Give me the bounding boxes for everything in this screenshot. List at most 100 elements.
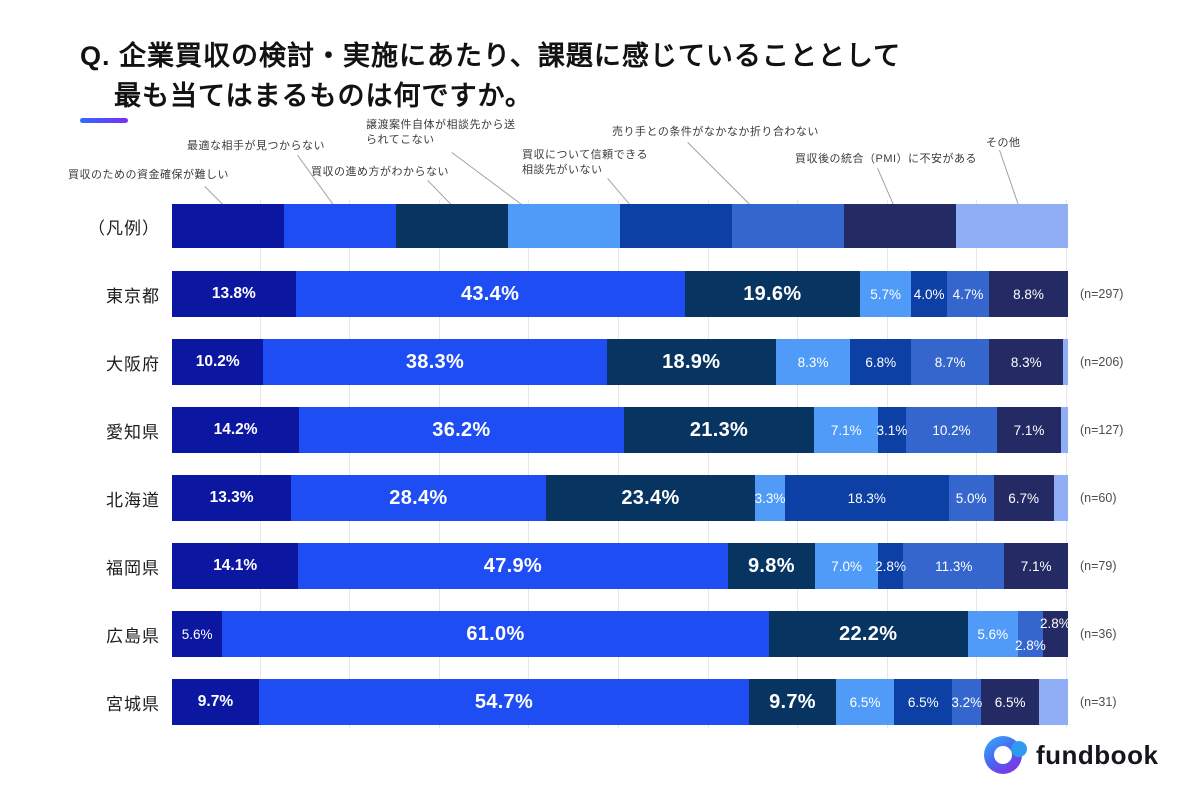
segment-label: 5.6% [977, 626, 1009, 642]
bar-segment: 4.0% [911, 271, 947, 317]
sample-size-label: (n=297) [1080, 287, 1124, 301]
bar-segment: 61.0% [222, 611, 769, 657]
bar-segment: 3.2% [951, 679, 983, 725]
bar-segment [1063, 339, 1068, 385]
bar: 5.6% 61.0% 22.2% 5.6% 2.8% 2.8% [172, 611, 1071, 657]
bar-segment: 8.8% [989, 271, 1068, 317]
bar-segment: 2.8% [1015, 611, 1046, 657]
segment-label: 8.3% [1010, 354, 1042, 370]
bar-segment: 19.6% [684, 271, 861, 317]
legend-swatch-3 [508, 204, 620, 248]
row-label: 宮城県 [106, 694, 160, 714]
bar-segment: 2.8% [875, 543, 906, 589]
legend-swatch-6 [844, 204, 956, 248]
legend-swatch-5 [732, 204, 844, 248]
segment-label: 6.5% [907, 694, 939, 710]
sample-size-label: (n=36) [1080, 627, 1117, 641]
bar-segment [1053, 475, 1068, 521]
bar-segment [1060, 407, 1068, 453]
bar-segment: 14.1% [172, 543, 299, 589]
segment-label: 4.0% [913, 286, 945, 302]
bar: 14.2% 36.2% 21.3% 7.1% 3.1% 10.2% 7.1% [172, 407, 1068, 453]
legend-label-advisor: 買収について信頼できる相談先がいない [522, 149, 648, 176]
segment-label: 23.4% [621, 486, 680, 509]
bar-segment: 14.2% [172, 407, 300, 453]
bar-segment: 36.2% [299, 407, 624, 453]
segment-label: 28.4% [389, 486, 448, 509]
segment-label: 6.7% [1008, 490, 1039, 506]
segment-label: 21.3% [689, 418, 749, 441]
segment-label: 11.3% [935, 558, 973, 574]
chart-row: 宮城県 9.7% 54.7% 9.7% 6.5% 6.5% 3.2% 6.5% (n=31) [60, 679, 1123, 725]
legend-swatch-2 [396, 204, 508, 248]
segment-label: 9.7% [769, 690, 816, 713]
segment-label: 9.7% [197, 693, 234, 710]
bar-segment: 3.3% [755, 475, 785, 521]
row-label: 愛知県 [106, 422, 160, 442]
sample-size-label: (n=60) [1080, 491, 1117, 505]
segment-label: 14.2% [213, 421, 258, 438]
bar-segment: 47.9% [298, 543, 728, 589]
chart-row: 北海道 13.3% 28.4% 23.4% 3.3% 18.3% 5.0% 6.7% (n=60… [60, 475, 1123, 521]
segment-label: 3.3% [754, 490, 786, 506]
bar-segment [1039, 679, 1068, 725]
segment-label: 5.6% [181, 626, 213, 642]
bar: 14.1% 47.9% 9.8% 7.0% 2.8% 11.3% 7.1% [172, 543, 1068, 589]
bar-segment: 38.3% [263, 339, 607, 385]
bar-segment: 13.8% [172, 271, 296, 317]
legend-row: （凡例） [60, 203, 1123, 249]
bar-segment: 6.5% [981, 679, 1040, 725]
chart-row: 愛知県 14.2% 36.2% 21.3% 7.1% 3.1% 10.2% 7.1% (n=12… [60, 407, 1123, 453]
fundbook-logo: fundbook [984, 736, 1158, 774]
bar-segment: 5.6% [967, 611, 1018, 657]
bar-segment: 22.2% [768, 611, 968, 657]
segment-label: 22.2% [839, 622, 898, 645]
segment-label: 38.3% [405, 350, 465, 373]
segment-label: 3.2% [951, 694, 983, 710]
bar-segment: 10.2% [905, 407, 998, 453]
segment-label: 6.5% [994, 694, 1026, 710]
page-title: Q. 企業買収の検討・実施にあたり、課題に感じていることとして 最も当てはまるも… [80, 36, 901, 116]
chart-row: 大阪府 10.2% 38.3% 18.9% 8.3% 6.8% 8.7% 8.3% (n=206… [60, 339, 1123, 385]
segment-label: 10.2% [195, 353, 240, 370]
legend-swatch-1 [284, 204, 396, 248]
bar: 9.7% 54.7% 9.7% 6.5% 6.5% 3.2% 6.5% [172, 679, 1068, 725]
row-label: 北海道 [106, 490, 160, 510]
legend-label-funding: 買収のための資金確保が難しい [68, 169, 229, 181]
legend-label-terms: 売り手との条件がなかなか折り合わない [612, 126, 819, 138]
legend-label-pmi: 買収後の統合（PMI）に不安がある [795, 153, 978, 165]
bar-segment: 7.1% [997, 407, 1061, 453]
bar-segment: 7.1% [1004, 543, 1068, 589]
bar: 13.3% 28.4% 23.4% 3.3% 18.3% 5.0% 6.7% [172, 475, 1068, 521]
bar-segment: 2.8% [1040, 611, 1071, 657]
legend-swatch-7 [956, 204, 1068, 248]
sample-size-label: (n=79) [1080, 559, 1117, 573]
bar-segment: 18.3% [784, 475, 949, 521]
segment-label: 13.8% [211, 285, 256, 302]
bar-segment: 18.9% [606, 339, 776, 385]
segment-label: 7.1% [830, 422, 862, 438]
bar-segment: 6.7% [993, 475, 1054, 521]
legend-bar [172, 204, 1068, 248]
legend-label-partner: 最適な相手が見つからない [187, 140, 325, 152]
fundbook-logo-dot [1011, 741, 1027, 757]
segment-label: 2.8% [1040, 615, 1071, 631]
bar-segment: 8.3% [989, 339, 1064, 385]
segment-label: 18.9% [662, 350, 721, 373]
segment-label: 6.5% [849, 694, 881, 710]
bar-segment: 6.5% [894, 679, 953, 725]
chart-row: 福岡県 14.1% 47.9% 9.8% 7.0% 2.8% 11.3% 7.1% (n=79) [60, 543, 1123, 589]
bar-segment: 11.3% [903, 543, 1005, 589]
bar-segment: 6.8% [850, 339, 912, 385]
segment-label: 7.1% [1020, 558, 1052, 574]
segment-label: 13.3% [209, 489, 254, 506]
row-label: 東京都 [106, 286, 160, 306]
segment-label: 10.2% [932, 422, 971, 438]
row-label: 大阪府 [106, 354, 160, 374]
segment-label: 6.8% [865, 354, 897, 370]
bar-segment: 5.6% [172, 611, 223, 657]
stacked-bar-chart: （凡例） 東京都 13.8% 43.4% 19.6% 5.7% 4.0% 4.7% 8.8% (n… [60, 203, 1123, 747]
sample-size-label: (n=127) [1080, 423, 1124, 437]
bar-segment: 5.0% [948, 475, 994, 521]
bar-segment: 9.7% [172, 679, 259, 725]
